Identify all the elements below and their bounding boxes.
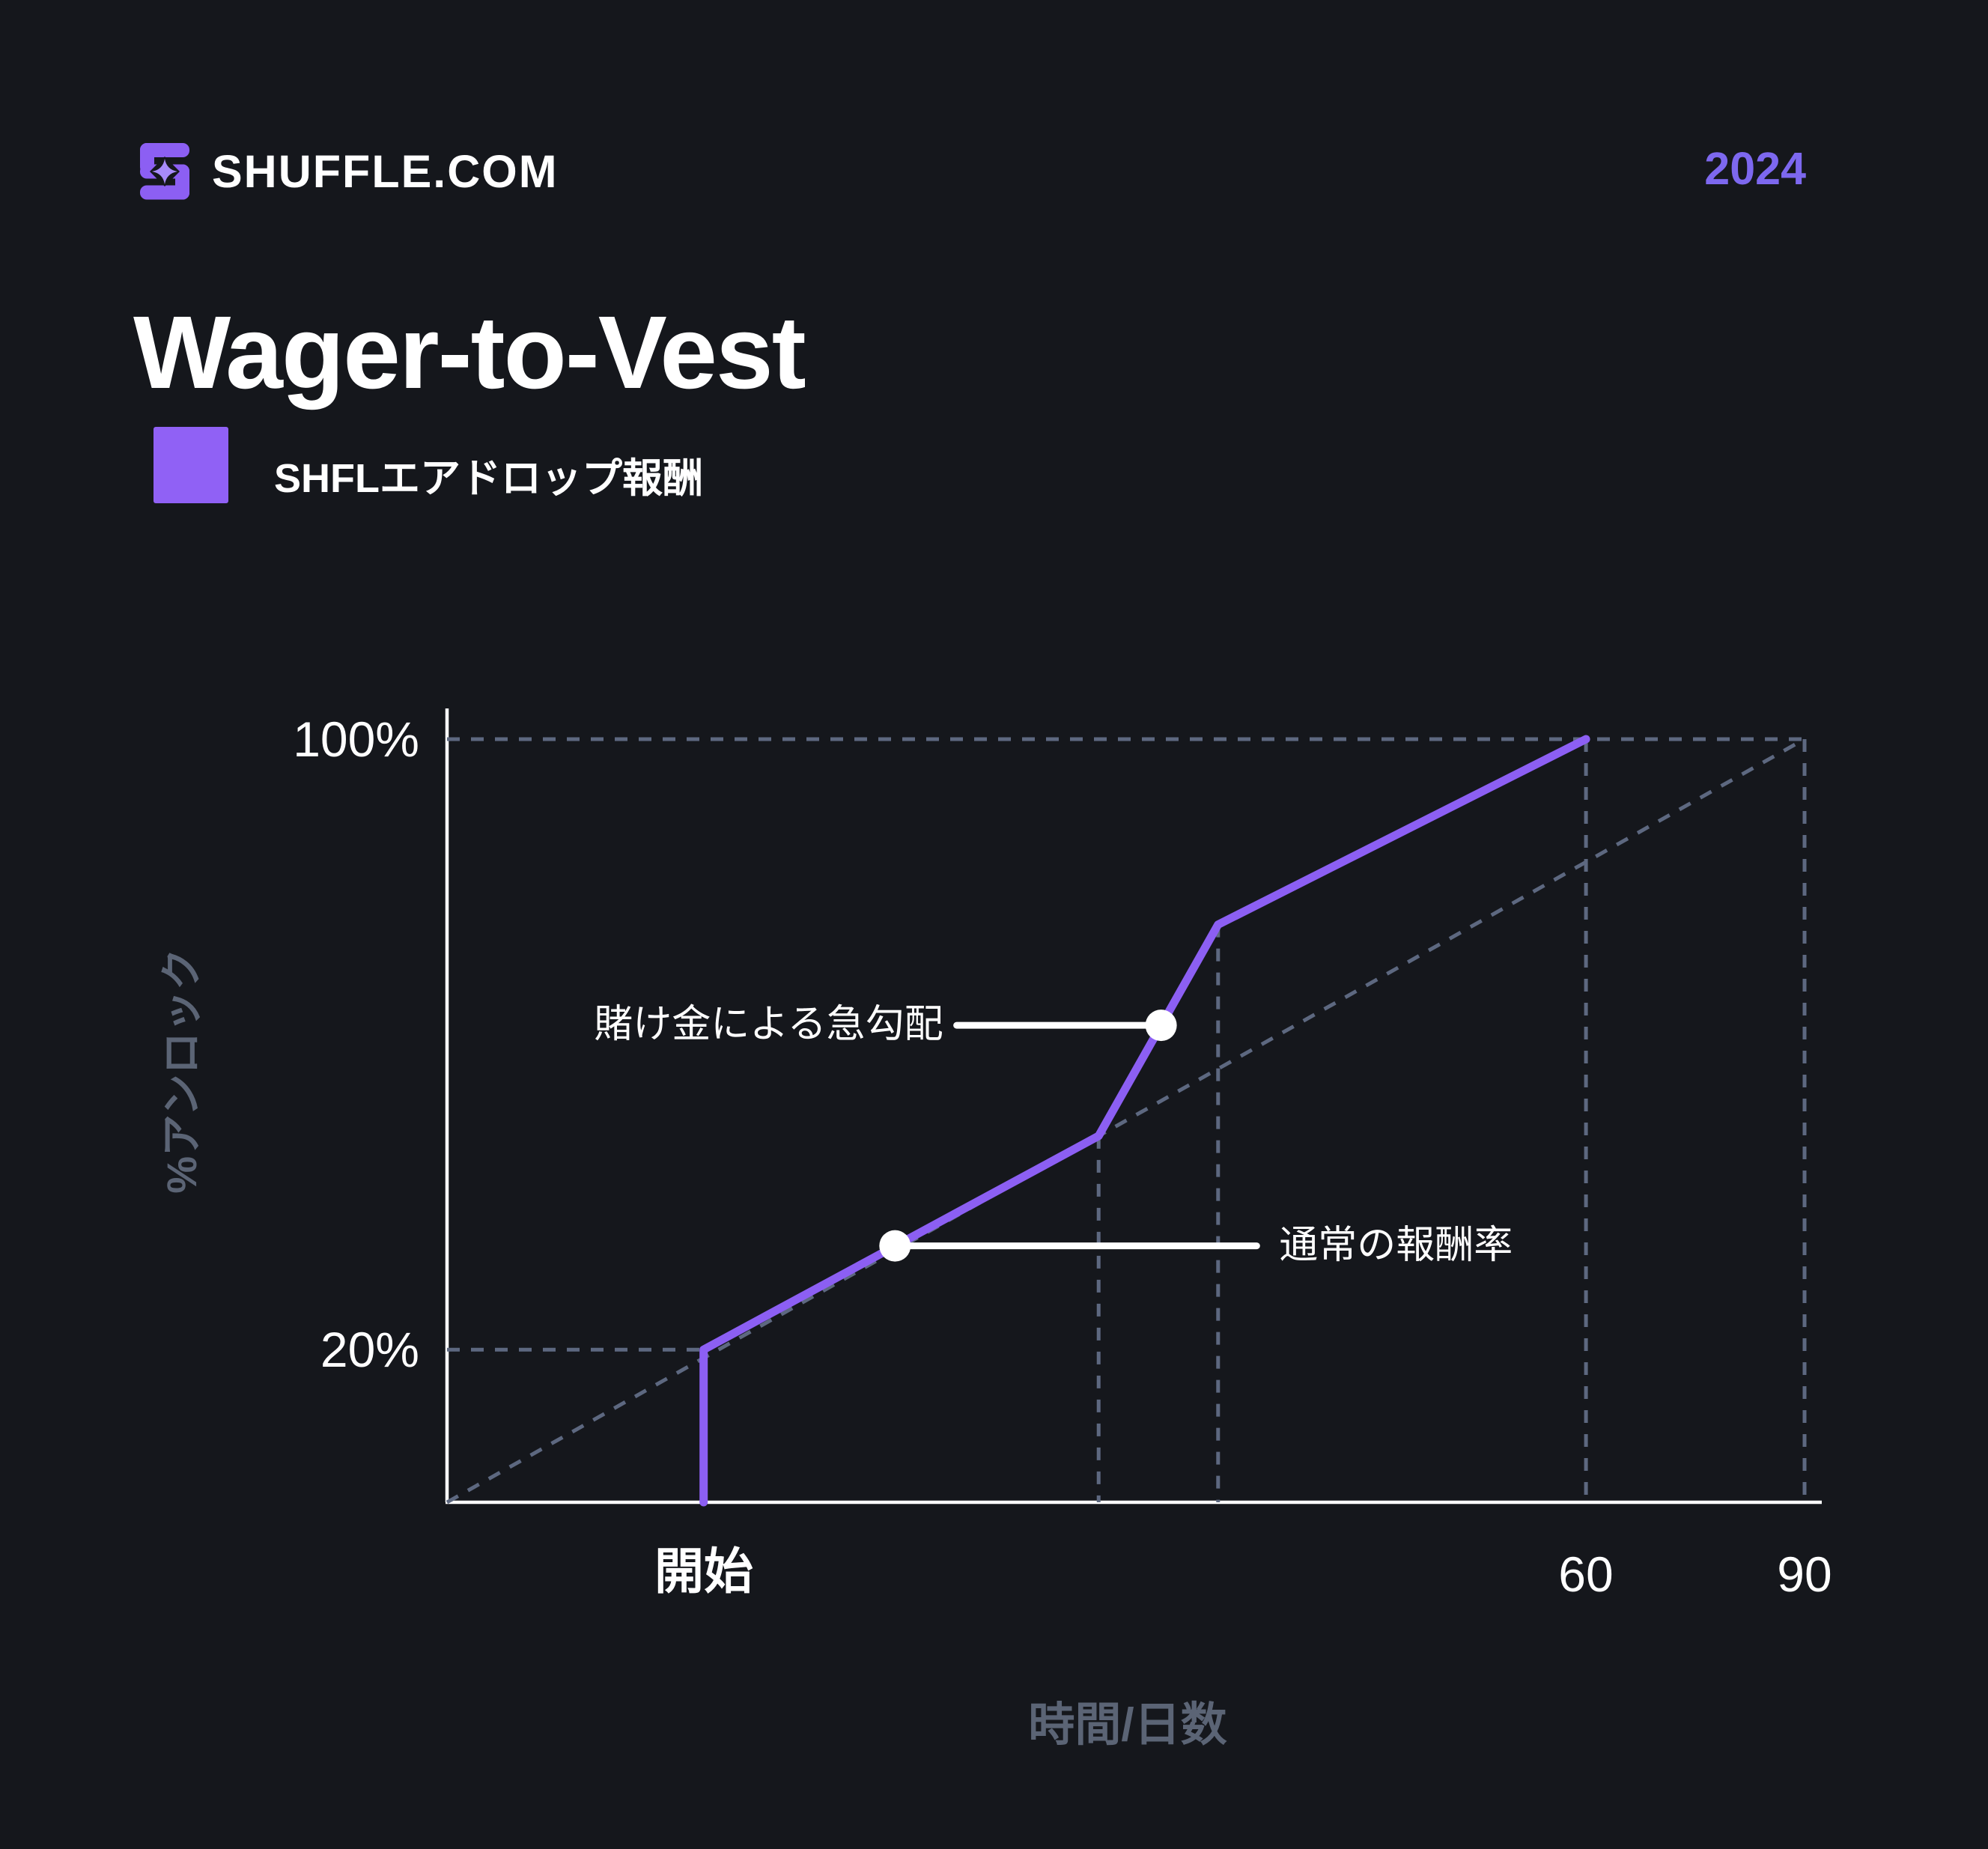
y-axis-title: %アンロック — [158, 948, 205, 1194]
brand-row: SHUFFLE.COM — [137, 141, 559, 202]
xtick-60: 60 — [1558, 1546, 1614, 1602]
xtick-start: 開始 — [654, 1543, 753, 1599]
callout-dot-0 — [1145, 1009, 1177, 1042]
year-badge: 2024 — [1704, 143, 1806, 194]
shuffle-logo-icon — [140, 143, 189, 200]
vesting-line — [699, 735, 1590, 1507]
ytick-20: 20% — [320, 1322, 419, 1377]
annotation-wager-steepness: 賭け金による急勾配 — [594, 1003, 943, 1047]
callout-dot-1 — [879, 1230, 911, 1262]
brand-name: SHUFFLE.COM — [212, 146, 559, 197]
xtick-90: 90 — [1777, 1546, 1832, 1602]
legend-swatch — [153, 427, 228, 503]
page-title: Wager-to-Vest — [133, 295, 806, 411]
legend-label: SHFLエアドロップ報酬 — [274, 456, 703, 501]
ytick-100: 100% — [293, 711, 419, 767]
logo-sparkle-icon — [152, 159, 177, 184]
linear-baseline-line — [446, 737, 1806, 1505]
x-axis-title: 時間/日数 — [1028, 1699, 1227, 1751]
annotation-normal-rate: 通常の報酬率 — [1279, 1223, 1513, 1267]
